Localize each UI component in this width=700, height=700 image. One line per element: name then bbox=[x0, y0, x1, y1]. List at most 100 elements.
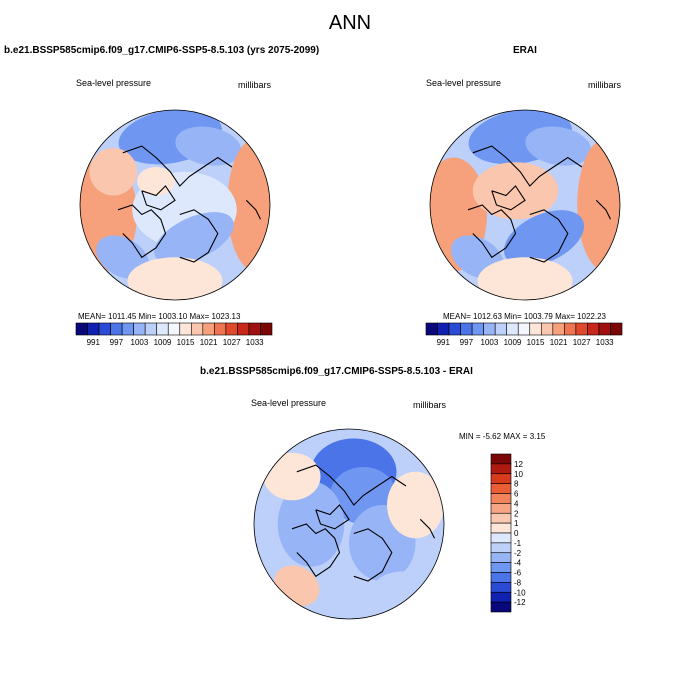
coastlines bbox=[117, 145, 261, 263]
pressure-region bbox=[472, 162, 559, 220]
panel-1-colorbar-tick-label: 1003 bbox=[131, 338, 149, 347]
panel-2-colorbar-tick-label: 997 bbox=[460, 338, 474, 347]
panel-2-colorbar-tick-label: 1021 bbox=[550, 338, 568, 347]
panel-3-colorbar-swatch bbox=[490, 512, 512, 524]
coastline bbox=[296, 464, 407, 506]
panel-3-colorbar-tick-label: 10 bbox=[514, 470, 523, 479]
panel-2-variable-label: Sea-level pressure bbox=[426, 78, 502, 88]
panel-2-colorbar-swatch bbox=[610, 322, 623, 336]
panel-3-colorbar-swatch bbox=[490, 591, 512, 603]
panel-3-title: b.e21.BSSP585cmip6.f09_g17.CMIP6-SSP5-8.… bbox=[200, 366, 473, 377]
coastline bbox=[291, 523, 341, 578]
panel-2-units-label: millibars bbox=[588, 80, 622, 90]
panel-1-colorbar-tick-label: 1021 bbox=[200, 338, 218, 347]
pressure-region bbox=[175, 126, 242, 166]
panel-3-colorbar-swatch bbox=[490, 453, 512, 465]
panel-2-colorbar-tick-label: 1027 bbox=[573, 338, 591, 347]
panel-1-units-label: millibars bbox=[238, 80, 272, 90]
panel-3-colorbar-swatch bbox=[490, 582, 512, 593]
pressure-field bbox=[430, 110, 620, 300]
panel-3-colorbar-swatch bbox=[490, 473, 512, 484]
panel-2-stats: MEAN= 1012.63 Min= 1003.79 Max= 1022.23 bbox=[443, 312, 606, 321]
coastline bbox=[491, 185, 526, 211]
coastline bbox=[467, 204, 517, 259]
coastline bbox=[353, 528, 393, 582]
panel-3-colorbar-tick-label: -8 bbox=[514, 578, 522, 587]
panel-2-colorbar-tick-label: 1009 bbox=[504, 338, 522, 347]
map-border bbox=[253, 428, 445, 620]
pressure-region bbox=[263, 452, 321, 501]
panel-3-variable-label: Sea-level pressure bbox=[251, 398, 327, 408]
panel-3-colorbar-swatch bbox=[490, 493, 512, 504]
pressure-region bbox=[577, 138, 620, 272]
coastline bbox=[122, 145, 233, 187]
coastline bbox=[315, 504, 350, 530]
panel-3-colorbar-tick-label: 4 bbox=[514, 499, 519, 508]
coastline bbox=[179, 209, 219, 263]
coastline bbox=[419, 518, 435, 539]
panel-1-variable-label: Sea-level pressure bbox=[76, 78, 152, 88]
pressure-region bbox=[277, 481, 345, 567]
panel-3-colorbar-tick-label: -1 bbox=[514, 539, 522, 548]
panel-2-colorbar-tick-label: 1015 bbox=[527, 338, 545, 347]
panel-3-colorbar-tick-label: -6 bbox=[514, 569, 522, 578]
panel-3-colorbar-swatch bbox=[490, 552, 512, 563]
panel-1-colorbar-tick-label: 997 bbox=[110, 338, 124, 347]
panel-3-colorbar-tick-label: -2 bbox=[514, 549, 522, 558]
panel-3-colorbar-swatch bbox=[490, 572, 512, 583]
panel-3-stats: MIN = -5.62 MAX = 3.15 bbox=[459, 432, 546, 441]
coastline bbox=[245, 199, 261, 220]
panel-3-colorbar-tick-label: 12 bbox=[514, 460, 523, 469]
pressure-region bbox=[387, 471, 444, 539]
coastline bbox=[595, 199, 611, 220]
panel-3-colorbar-swatch bbox=[490, 463, 512, 475]
panel-3-colorbar-tick-label: 1 bbox=[514, 519, 519, 528]
panel-3-colorbar-tick-label: 2 bbox=[514, 509, 519, 518]
coastlines bbox=[291, 464, 435, 582]
pressure-region bbox=[477, 257, 573, 300]
panel-3-colorbar-swatch bbox=[490, 503, 512, 514]
coastline bbox=[529, 209, 569, 263]
pressure-region bbox=[137, 167, 175, 196]
panel-3-colorbar-swatch bbox=[490, 532, 512, 544]
pressure-region bbox=[154, 212, 234, 265]
panel-1-colorbar-swatch bbox=[260, 322, 273, 336]
coastline bbox=[117, 204, 167, 259]
panel-3-colorbar-tick-label: 0 bbox=[514, 529, 519, 538]
pressure-region bbox=[227, 138, 270, 272]
panel-3-colorbar-swatch bbox=[490, 522, 512, 534]
panel-1-stats: MEAN= 1011.45 Min= 1003.10 Max= 1023.13 bbox=[78, 312, 241, 321]
panel-1-colorbar-tick-label: 1027 bbox=[223, 338, 241, 347]
panel-3-colorbar-tick-label: 6 bbox=[514, 490, 519, 499]
coastline bbox=[141, 185, 176, 211]
panel-3-colorbar-tick-label: -12 bbox=[514, 598, 526, 607]
panel-2-colorbar-tick-label: 1003 bbox=[481, 338, 499, 347]
pressure-region bbox=[525, 126, 592, 166]
panel-3-colorbar-swatch bbox=[490, 601, 512, 613]
map-border bbox=[429, 109, 621, 301]
figure-title: ANN bbox=[328, 12, 372, 34]
coastline bbox=[472, 145, 583, 187]
panel-2-title: ERAI bbox=[513, 45, 537, 56]
panel-3-colorbar-tick-label: -4 bbox=[514, 559, 522, 568]
pressure-field bbox=[263, 438, 444, 610]
panel-3-units-label: millibars bbox=[413, 400, 447, 410]
pressure-field bbox=[80, 110, 270, 300]
panel-3-colorbar-tick-label: -10 bbox=[514, 588, 526, 597]
coastlines bbox=[467, 145, 611, 263]
panel-1-colorbar-tick-label: 1015 bbox=[177, 338, 195, 347]
panel-2-colorbar-tick-label: 991 bbox=[437, 338, 451, 347]
panel-3-colorbar-tick-label: 8 bbox=[514, 480, 519, 489]
panel-1-colorbar-tick-label: 991 bbox=[87, 338, 101, 347]
panel-2-colorbar-tick-label: 1033 bbox=[596, 338, 614, 347]
panel-1-title: b.e21.BSSP585cmip6.f09_g17.CMIP6-SSP5-8.… bbox=[4, 45, 320, 56]
panel-1-colorbar-tick-label: 1009 bbox=[154, 338, 172, 347]
pressure-region bbox=[89, 148, 137, 196]
pressure-region bbox=[127, 257, 223, 300]
panel-1-colorbar-tick-label: 1033 bbox=[246, 338, 264, 347]
